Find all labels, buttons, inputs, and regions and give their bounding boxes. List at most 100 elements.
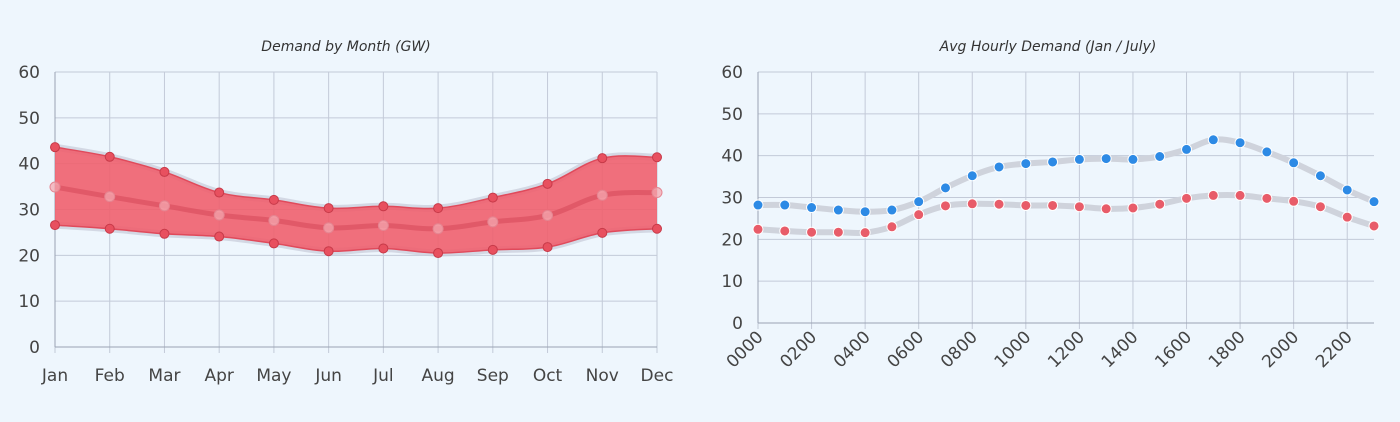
chart1-median-point [596, 189, 608, 201]
chart2-series-2-point [1047, 199, 1059, 211]
chart1-x-tick-label: Feb [95, 366, 125, 386]
chart1-upper-point [433, 203, 444, 214]
chart1-y-tick-label: 50 [18, 109, 40, 129]
demand-by-month-chart: Demand by Month (GW) 0 10 20 30 40 50 60 Jan Feb… [18, 39, 673, 386]
chart2-series-1-point [832, 204, 844, 216]
chart1-median-point [377, 220, 389, 232]
chart1-upper-point [487, 192, 498, 203]
chart2-x-tick-label: 0800 [937, 327, 982, 372]
chart2-series-1-point [1047, 156, 1059, 168]
chart2-series-1-point [966, 170, 978, 182]
chart1-median-point [651, 187, 663, 199]
chart2-series-1-point [939, 182, 951, 194]
chart1-lower-point [542, 242, 553, 253]
chart1-upper-point [268, 194, 279, 205]
chart1-x-tick-label: Apr [204, 366, 233, 386]
chart2-x-tick-label: 1800 [1205, 327, 1250, 372]
chart2-series-1-point [1314, 170, 1326, 182]
chart1-x-tick-label: Nov [586, 366, 619, 386]
chart2-series-1-point [1154, 151, 1166, 163]
chart1-x-tick-label: Dec [641, 366, 674, 386]
chart1-title: Demand by Month (GW) [261, 39, 430, 55]
chart1-median-point [158, 200, 170, 212]
chart1-upper-point [323, 203, 334, 214]
chart1-y-tick-label: 30 [18, 201, 40, 221]
chart1-median-point [104, 191, 116, 203]
chart2-series-2-point [993, 198, 1005, 210]
chart1-upper-point [104, 151, 115, 162]
chart2-series-1-point [1020, 158, 1032, 170]
chart2-series-1-point [859, 206, 871, 218]
chart1-lower-point [159, 228, 170, 239]
chart2-series-1-point [1368, 196, 1380, 208]
chart1-x-tick-label: Mar [148, 366, 180, 386]
chart2-series-2-point [1127, 202, 1139, 214]
chart2-x-tick-label: 0400 [830, 327, 875, 372]
chart2-series-2-point [1100, 203, 1112, 215]
chart1-lower-point [487, 244, 498, 255]
chart2-y-tick-label: 10 [721, 272, 743, 292]
chart1-x-tick-label: Jan [41, 366, 68, 386]
chart2-series-1-point [1341, 184, 1353, 196]
chart1-x-tick-label: Jun [314, 366, 342, 386]
chart2-series-1-point [779, 199, 791, 211]
chart1-y-tick-label: 20 [18, 246, 40, 266]
chart1-median-point [487, 216, 499, 228]
chart1-y-tick-label: 10 [18, 292, 40, 312]
chart1-upper-point [597, 153, 608, 164]
chart1-upper-line [54, 146, 658, 210]
chart1-x-tick-label: Aug [421, 366, 454, 386]
chart2-y-tick-label: 60 [721, 63, 743, 83]
chart2-series-2-point [832, 226, 844, 238]
chart2-series-2-point [886, 221, 898, 233]
chart1-median-point [323, 222, 335, 234]
chart2-series-1-point [1207, 134, 1219, 146]
chart1-x-tick-label: Oct [533, 366, 563, 386]
chart2-series-2-point [1261, 192, 1273, 204]
avg-hourly-demand-chart: Avg Hourly Demand (Jan / July) 0 10 20 30 40… [721, 39, 1380, 372]
chart1-upper-point [378, 201, 389, 212]
chart2-x-tick-label: 1200 [1044, 327, 1089, 372]
chart1-x-tick-label: Jul [372, 366, 394, 386]
chart1-lower-point [214, 231, 225, 242]
chart2-x-tick-label: 1000 [991, 327, 1036, 372]
chart2-series-2-point [752, 223, 764, 235]
chart2-x-tick-label: 0200 [776, 327, 821, 372]
chart2-series-1-point [1127, 153, 1139, 165]
chart2-series-1-point [1288, 157, 1300, 169]
chart2-x-tick-label: 1400 [1098, 327, 1143, 372]
chart1-lower-point [378, 243, 389, 254]
chart1-upper-point [214, 187, 225, 198]
chart2-series-1-point [752, 199, 764, 211]
chart2-x-tick-label: 2000 [1258, 327, 1303, 372]
chart2-series-1-point [913, 196, 925, 208]
chart2-series-2-point [913, 209, 925, 221]
chart2-series-2-point [1314, 201, 1326, 213]
chart2-y-tick-label: 30 [721, 189, 743, 209]
chart2-y-tick-label: 40 [721, 147, 743, 167]
chart2-x-tick-label: 1600 [1151, 327, 1196, 372]
chart2-series-2-point [1020, 199, 1032, 211]
chart1-median-point [542, 209, 554, 221]
chart2-series-2-point [939, 200, 951, 212]
chart2-series-1-point [1234, 137, 1246, 149]
chart2-series-1-point [806, 202, 818, 214]
chart1-lower-point [104, 223, 115, 234]
chart1-y-tick-label: 0 [29, 338, 40, 358]
chart1-range-band [55, 147, 657, 254]
chart2-series-2-point [1341, 211, 1353, 223]
chart2-series-1-point [1100, 153, 1112, 165]
chart2-series-1-point [1181, 143, 1193, 155]
chart1-y-tick-label: 60 [18, 63, 40, 83]
chart2-series-2-point [1073, 201, 1085, 213]
chart2-title: Avg Hourly Demand (Jan / July) [939, 39, 1157, 55]
chart2-series-2-point [966, 198, 978, 210]
chart2-series-2-point [1368, 220, 1380, 232]
chart2-series-2-point [1154, 198, 1166, 210]
chart1-lower-point [50, 220, 60, 231]
chart1-lower-point [652, 223, 662, 234]
chart2-series-1-point [886, 204, 898, 216]
chart2-series-2-point [1207, 189, 1219, 201]
chart2-series-2-point [1181, 192, 1193, 204]
